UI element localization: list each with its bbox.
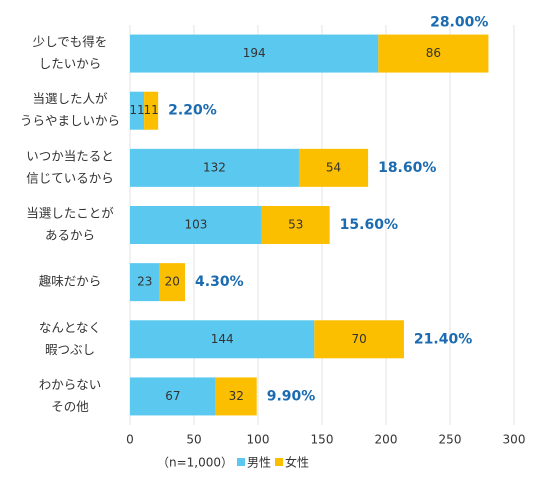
- percent-label: 28.00%: [430, 15, 488, 31]
- legend-swatch: [237, 458, 245, 466]
- category-label: その他: [51, 399, 89, 414]
- x-tick-label: 150: [311, 433, 334, 447]
- category-label: なんとなく: [39, 320, 101, 335]
- bar-segment: [130, 34, 379, 73]
- value-label: 32: [229, 389, 244, 403]
- legend-label: 男性: [247, 456, 271, 470]
- category-label: したいから: [39, 56, 102, 71]
- bar-segment: [130, 148, 299, 187]
- bar-segment: [130, 206, 262, 244]
- bar-segment: [130, 377, 216, 416]
- percent-label: 21.40%: [414, 331, 472, 347]
- category-label: 趣味だから: [39, 274, 102, 289]
- value-label: 11: [143, 103, 158, 117]
- bar-segment: [378, 34, 489, 73]
- category-label: 暇つぶし: [45, 342, 95, 357]
- value-label: 86: [426, 46, 441, 60]
- sample-note: （n=1,000）: [157, 456, 233, 470]
- legend-label: 女性: [285, 455, 309, 470]
- value-label: 103: [184, 218, 207, 232]
- percent-label: 9.90%: [267, 388, 316, 404]
- bar-segment: [130, 320, 315, 359]
- x-tick-label: 250: [439, 433, 462, 447]
- percent-label: 4.30%: [195, 274, 244, 290]
- value-label: 144: [211, 332, 234, 346]
- category-label: 当選したことが: [26, 206, 114, 221]
- bar-segment: [130, 91, 145, 130]
- value-label: 132: [203, 160, 226, 174]
- x-tick-label: 300: [503, 433, 526, 447]
- bar-segment: [144, 91, 159, 130]
- category-label: 少しでも得を: [33, 34, 108, 49]
- bar-segment: [130, 263, 160, 302]
- percent-label: 18.60%: [378, 160, 436, 176]
- x-tick-label: 200: [375, 433, 398, 447]
- category-label: あるから: [45, 228, 95, 243]
- legend-swatch: [275, 458, 283, 466]
- value-label: 67: [165, 389, 180, 403]
- bar-segment: [314, 320, 404, 359]
- bar-segment: [215, 377, 257, 416]
- x-tick-label: 50: [186, 433, 201, 447]
- bar-segment: [159, 263, 186, 302]
- value-label: 70: [351, 332, 366, 346]
- category-label: いつか当たると: [26, 148, 114, 163]
- value-label: 194: [243, 46, 266, 60]
- value-label: 11: [129, 103, 144, 117]
- value-label: 20: [165, 275, 180, 289]
- value-label: 53: [288, 218, 303, 232]
- bar-segment: [261, 206, 330, 244]
- value-label: 23: [137, 275, 152, 289]
- category-label: 当選した人が: [32, 91, 108, 106]
- category-label: わからない: [39, 377, 102, 392]
- category-label: うらやましいから: [20, 113, 120, 128]
- x-tick-label: 100: [247, 433, 270, 447]
- percent-label: 15.60%: [340, 217, 398, 233]
- category-label: 信じているから: [26, 170, 114, 185]
- value-label: 54: [326, 160, 341, 174]
- bar-segment: [298, 148, 369, 187]
- percent-label: 2.20%: [168, 103, 217, 119]
- x-tick-label: 0: [126, 433, 134, 447]
